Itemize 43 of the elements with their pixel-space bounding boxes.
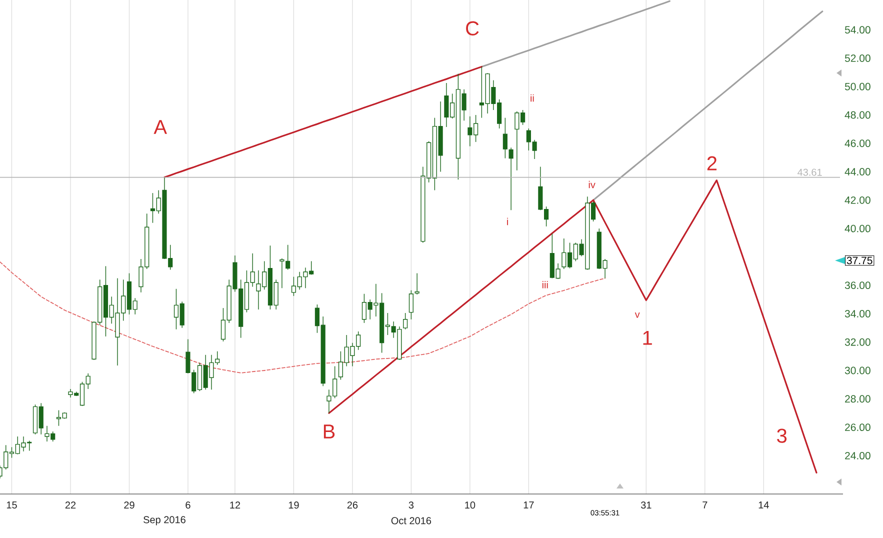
annotation: A bbox=[154, 120, 167, 134]
y-tick-label: 46.00 bbox=[844, 140, 870, 148]
x-tick-label: 26 bbox=[347, 502, 358, 509]
ref-line-label: 43.61 bbox=[798, 168, 822, 176]
y-tick-label: 30.00 bbox=[844, 366, 870, 374]
x-tick-label: 29 bbox=[124, 502, 134, 509]
annotation: v bbox=[634, 312, 640, 318]
annotation: iv bbox=[588, 180, 596, 188]
x-tick-label: 17 bbox=[524, 502, 534, 508]
y-tick-label: 52.00 bbox=[844, 54, 870, 62]
y-tick-label: 42.00 bbox=[844, 196, 870, 204]
text: Sep 2016 bbox=[144, 516, 186, 526]
annotation: 3 bbox=[777, 428, 787, 443]
x-tick-label: 15 bbox=[6, 502, 17, 509]
annotation: i bbox=[507, 218, 508, 226]
annotation: 2 bbox=[707, 156, 717, 170]
y-tick-label: 40.00 bbox=[844, 224, 870, 232]
annotation: iii bbox=[542, 280, 548, 288]
x-tick-label: 19 bbox=[288, 502, 299, 509]
annotation: 1 bbox=[643, 330, 652, 345]
text: Oct 2016 bbox=[391, 517, 432, 524]
y-tick-label: 26.00 bbox=[845, 424, 870, 432]
annotation: C bbox=[466, 21, 479, 36]
y-tick-label: 44.00 bbox=[844, 168, 870, 176]
x-tick-label: 14 bbox=[758, 502, 769, 508]
x-tick-label: 3 bbox=[408, 502, 414, 509]
annotation: ii bbox=[530, 94, 534, 102]
y-tick-label: 54.00 bbox=[844, 26, 870, 34]
x-tick-label: 7 bbox=[702, 502, 708, 508]
x-tick-label: 22 bbox=[65, 502, 76, 509]
y-tick-label: 32.00 bbox=[844, 338, 870, 346]
x-tick-label: 31 bbox=[640, 502, 652, 509]
x-tick-label: 10 bbox=[465, 502, 476, 509]
annotation: B bbox=[324, 424, 335, 438]
text: 37.75 bbox=[846, 256, 872, 264]
y-tick-label: 28.00 bbox=[845, 395, 870, 403]
x-tick-label: 12 bbox=[230, 502, 240, 509]
y-tick-label: 24.00 bbox=[845, 452, 870, 460]
y-tick-label: 48.00 bbox=[844, 111, 870, 119]
x-tick-label: 6 bbox=[186, 502, 190, 509]
y-tick-label: 36.00 bbox=[844, 282, 870, 290]
y-tick-label: 34.00 bbox=[844, 310, 870, 318]
y-tick-label: 50.00 bbox=[844, 82, 870, 90]
